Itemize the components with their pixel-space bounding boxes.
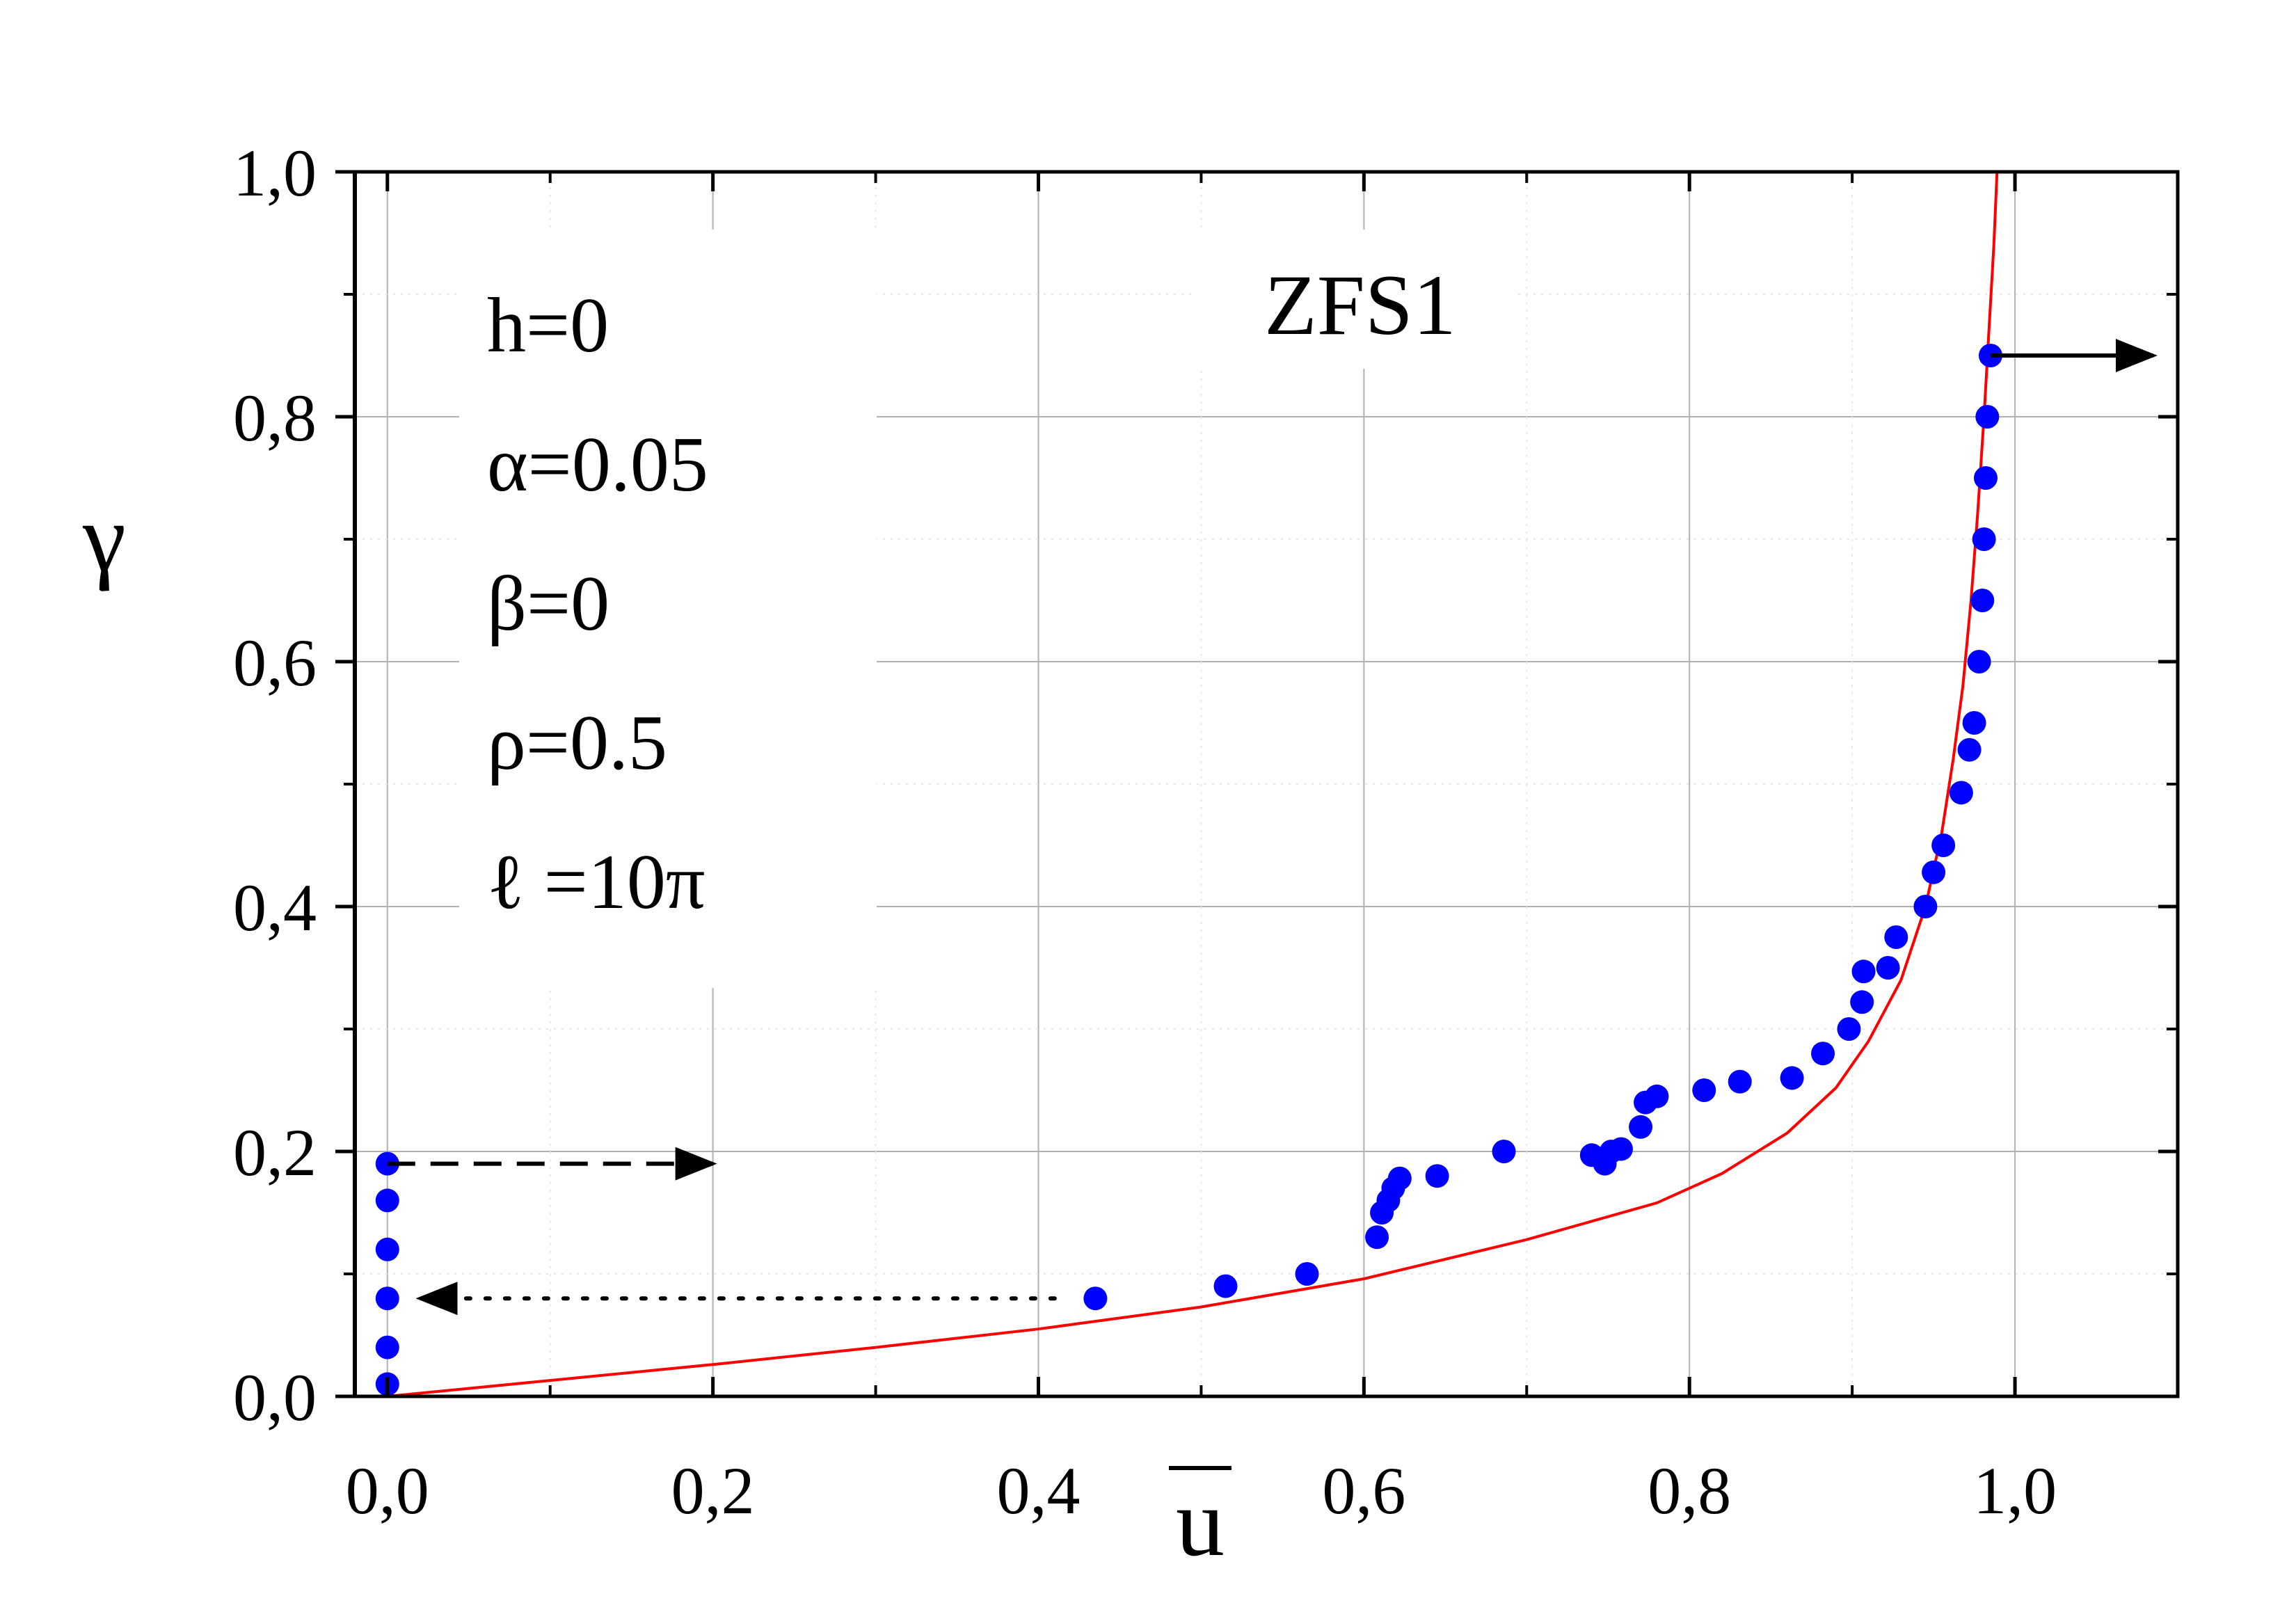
data-point (1645, 1084, 1669, 1108)
data-point (1295, 1262, 1319, 1286)
data-point (375, 1237, 399, 1261)
data-point (1913, 895, 1938, 918)
data-point (1975, 405, 2000, 429)
param-ell: ℓ =10π (487, 839, 705, 925)
param-alpha: α=0.05 (487, 422, 708, 508)
parameter-list: h=0 α=0.05 β=0 ρ=0.5 ℓ =10π (487, 282, 708, 925)
y-tick-label: 0,4 (233, 870, 317, 945)
x-tick-label: 1,0 (1973, 1453, 2057, 1528)
data-point (1811, 1042, 1835, 1066)
arrows-layer (387, 339, 2158, 1316)
y-tick-label: 1,0 (233, 136, 317, 210)
x-tick-label: 0,6 (1322, 1453, 1405, 1528)
y-tick-label: 0,2 (233, 1115, 317, 1190)
data-point (375, 1188, 399, 1213)
data-point (1692, 1078, 1716, 1102)
data-point (1213, 1274, 1238, 1298)
data-point (1876, 956, 1900, 980)
data-point (375, 1286, 399, 1311)
data-point (1837, 1017, 1861, 1041)
data-point (1728, 1069, 1752, 1094)
data-point (1970, 589, 1995, 612)
data-point (1609, 1137, 1633, 1161)
data-point (1949, 781, 1973, 805)
data-point (1492, 1140, 1516, 1163)
y-axis-label: γ (82, 484, 126, 592)
data-point (375, 1335, 399, 1359)
data-point (1083, 1286, 1108, 1311)
data-point (1780, 1066, 1804, 1090)
data-point (1973, 466, 1998, 490)
chart-title: ZFS1 (1264, 257, 1456, 353)
points-layer (375, 344, 2002, 1396)
param-h: h=0 (487, 282, 609, 369)
data-point (1851, 959, 1876, 984)
fit-curve (387, 171, 1999, 1398)
annotation-background (459, 230, 1517, 988)
fit-curve-layer (387, 171, 1999, 1398)
data-point (1957, 737, 1982, 762)
x-tick-label: 0,4 (997, 1453, 1081, 1528)
parameter-box (459, 230, 877, 988)
ticks: 0,0 0,0 0,2 0,2 0,4 0,4 0,6 0,6 0,8 0,8 1,0 1,0 (233, 136, 2179, 1528)
param-beta: β=0 (487, 561, 609, 647)
data-point (1365, 1225, 1389, 1250)
data-point (1967, 650, 1991, 673)
data-point (1972, 527, 1996, 551)
y-tick-label: 0,8 (233, 381, 317, 455)
x-tick-label: 0,2 (671, 1453, 755, 1528)
x-tick-label: 0,8 (1648, 1453, 1731, 1528)
data-point (1850, 990, 1874, 1014)
title-box (1197, 230, 1517, 369)
data-point (1962, 711, 1986, 735)
data-point (1425, 1164, 1449, 1188)
data-point (1629, 1115, 1653, 1139)
data-point (1884, 925, 1908, 949)
y-tick-label: 0,6 (233, 625, 317, 700)
data-point (1387, 1166, 1412, 1190)
x-axis-label: u (1176, 1469, 1225, 1577)
x-tick-label: 0,0 (346, 1453, 429, 1528)
data-point (1922, 860, 1946, 884)
data-point (1931, 834, 1956, 857)
y-tick-label: 0,0 (233, 1360, 317, 1435)
param-rho: ρ=0.5 (487, 700, 667, 786)
